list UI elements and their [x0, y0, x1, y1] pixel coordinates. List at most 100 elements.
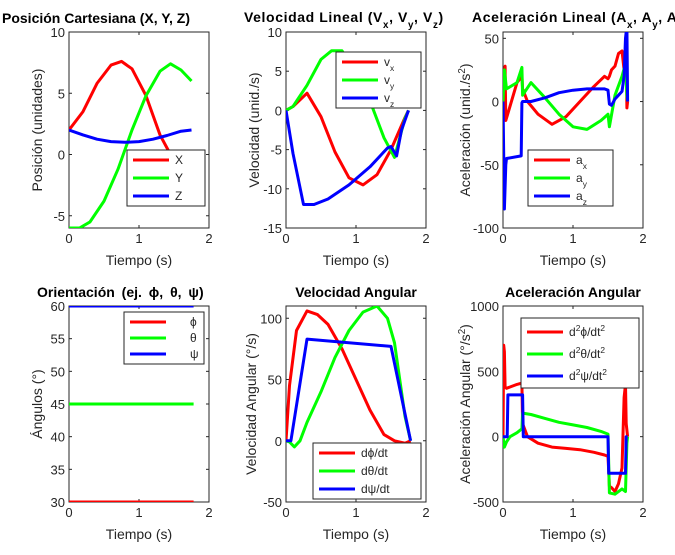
legend: d2ϕ/dt2 d2θ/dt2 d2ψ/dt2 — [520, 317, 640, 389]
x-tick-label: 1 — [352, 231, 359, 246]
x-axis-label: Tiempo (s) — [540, 252, 606, 268]
x-tick-label: 2 — [422, 505, 429, 520]
x-tick-label: 2 — [205, 505, 212, 520]
x-tick-label: 0 — [282, 505, 289, 520]
x-axis-label: Tiempo (s) — [106, 252, 172, 268]
y-tick-label: 60 — [51, 299, 65, 314]
x-axis-label: Tiempo (s) — [540, 526, 606, 542]
legend-label-3: d2ψ/dt2 — [569, 367, 607, 383]
series-line-3 — [69, 128, 192, 144]
legend: ϕθψ — [123, 311, 205, 365]
x-axis-label: Tiempo (s) — [323, 526, 389, 542]
y-tick-label: 55 — [51, 332, 65, 347]
y-tick-label: -5 — [53, 209, 65, 224]
legend: XYZ — [126, 149, 206, 207]
legend-label-1: ϕ — [190, 315, 197, 329]
y-tick-label: 45 — [51, 397, 65, 412]
y-tick-label: -100 — [473, 221, 499, 236]
chart-title: Orientación (ej. ϕ, θ, ψ) — [37, 284, 204, 300]
legend-label-3: az — [576, 189, 587, 207]
y-tick-label: -50 — [480, 158, 499, 173]
series-line-1 — [503, 343, 630, 493]
x-tick-label: 1 — [135, 505, 142, 520]
chart-title: Velocidad Angular — [295, 284, 417, 300]
y-tick-label: 50 — [485, 31, 499, 46]
legend-label-3: ψ — [190, 347, 199, 361]
chart-title: Posición Cartesiana (X, Y, Z) — [2, 10, 190, 26]
legend-label-1: X — [175, 153, 183, 167]
x-tick-label: 2 — [205, 231, 212, 246]
y-tick-label: 35 — [51, 462, 65, 477]
y-tick-label: 0 — [492, 430, 499, 445]
x-tick-label: 0 — [499, 231, 506, 246]
y-tick-label: 0 — [492, 95, 499, 110]
y-tick-label: 30 — [51, 495, 65, 510]
y-tick-label: -10 — [263, 182, 282, 197]
x-tick-label: 2 — [422, 231, 429, 246]
y-axis-label: Velocidad Angular (°/s) — [243, 333, 259, 475]
y-tick-label: -15 — [263, 221, 282, 236]
chart-title: Velocidad Lineal (Vx, Vy, Vz) — [244, 9, 444, 31]
y-axis-label: Velocidad (unid./s) — [246, 72, 262, 187]
chart-title: Aceleración Lineal (Ax, Ay, Az) — [472, 9, 675, 31]
y-tick-label: 50 — [51, 364, 65, 379]
series-line-2 — [503, 62, 630, 131]
series-line-3 — [286, 337, 413, 443]
legend-label-2: ay — [576, 171, 588, 189]
legend-label-2: θ — [190, 331, 197, 345]
y-tick-label: 10 — [51, 25, 65, 40]
series-line-2 — [69, 62, 193, 228]
x-tick-label: 2 — [639, 231, 646, 246]
series-line-1 — [69, 59, 172, 156]
x-axis-label: Tiempo (s) — [106, 526, 172, 542]
legend-label-2: d2θ/dt2 — [569, 345, 605, 361]
y-tick-label: 0 — [58, 148, 65, 163]
y-tick-label: -5 — [270, 143, 282, 158]
x-tick-label: 0 — [499, 505, 506, 520]
y-axis-label: Posición (unidades) — [29, 69, 45, 192]
y-tick-label: -50 — [263, 495, 282, 510]
x-tick-label: 1 — [569, 231, 576, 246]
x-axis-label: Tiempo (s) — [323, 252, 389, 268]
x-tick-label: 0 — [282, 231, 289, 246]
legend-label-3: Z — [175, 189, 182, 203]
series-line-3 — [286, 109, 410, 206]
y-tick-label: 10 — [268, 25, 282, 40]
y-tick-label: 0 — [275, 103, 282, 118]
series-line-3 — [503, 32, 630, 211]
y-tick-label: -500 — [473, 495, 499, 510]
y-tick-label: 500 — [477, 364, 499, 379]
y-tick-label: 5 — [275, 64, 282, 79]
x-tick-label: 0 — [65, 505, 72, 520]
x-tick-label: 1 — [352, 505, 359, 520]
x-tick-label: 1 — [569, 505, 576, 520]
chart-title: Aceleración Angular — [505, 284, 641, 300]
y-tick-label: 0 — [275, 434, 282, 449]
legend-label-3: dψ/dt — [361, 482, 390, 496]
x-tick-label: 2 — [639, 505, 646, 520]
legend-label-1: dϕ/dt — [361, 446, 388, 460]
y-tick-label: 40 — [51, 430, 65, 445]
series-line-1 — [503, 46, 630, 126]
y-axis-label: Ángulos (°) — [29, 369, 45, 438]
series-line-3 — [503, 393, 628, 475]
y-tick-label: 5 — [58, 86, 65, 101]
y-tick-label: 50 — [268, 373, 282, 388]
y-axis-label: Aceleración (unid./s2) — [457, 63, 474, 196]
legend-label-2: Y — [175, 171, 183, 185]
legend-label-1: vx — [384, 55, 395, 73]
x-tick-label: 0 — [65, 231, 72, 246]
series-line-1 — [286, 309, 412, 445]
legend-label-2: dθ/dt — [361, 464, 388, 478]
y-axis-label: Aceleración Angular (°/s2) — [457, 324, 474, 484]
x-tick-label: 1 — [135, 231, 142, 246]
series-line-2 — [503, 411, 630, 496]
